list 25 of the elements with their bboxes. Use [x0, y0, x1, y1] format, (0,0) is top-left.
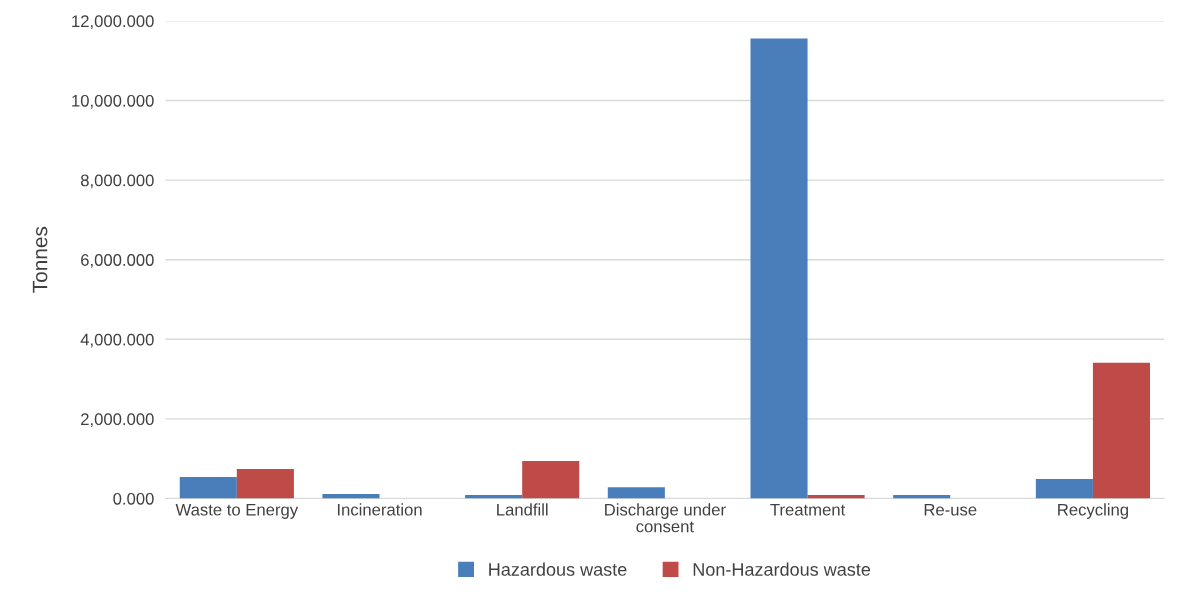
bar — [236, 469, 294, 499]
x-tick-label: Recycling — [1058, 503, 1128, 519]
x-tick-label: Discharge under consent — [605, 503, 726, 533]
bar — [1035, 478, 1093, 499]
x-tick-label: Re-use — [924, 503, 977, 516]
legend-label: Non-Hazardous waste — [693, 562, 871, 576]
y-tick-label: 10,000.000 — [72, 94, 154, 109]
y-tick-label: 4,000.000 — [80, 333, 154, 348]
bar — [522, 461, 580, 499]
legend-label: Hazardous waste — [489, 562, 627, 576]
y-tick-label: 0.000 — [113, 492, 154, 505]
y-tick-label: 8,000.000 — [80, 174, 154, 189]
bar — [179, 477, 237, 499]
x-tick-label: Waste to Energy — [175, 503, 299, 519]
bar — [1092, 362, 1150, 499]
bar — [750, 38, 808, 499]
bar — [607, 487, 665, 499]
y-tick-label: 12,000.000 — [72, 15, 154, 30]
x-tick-label: Treatment — [770, 503, 846, 516]
x-tick-label: Incineration — [337, 503, 422, 516]
y-tick-label: 2,000.000 — [81, 413, 154, 428]
x-tick-label: Landfill — [497, 503, 548, 516]
bar — [322, 494, 380, 499]
y-tick-label: 6,000.000 — [81, 254, 154, 268]
y-axis-title: Tonnes — [32, 226, 48, 293]
